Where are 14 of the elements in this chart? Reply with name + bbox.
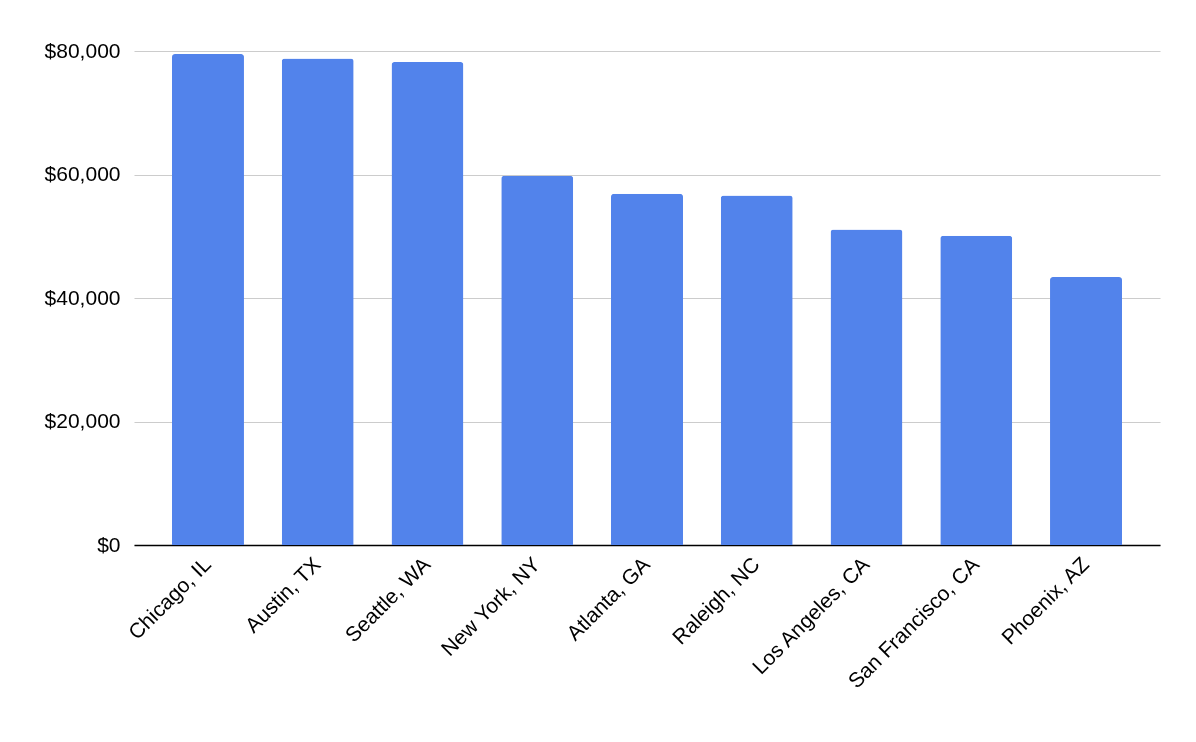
- bar: [940, 235, 1013, 545]
- bar: [830, 229, 903, 545]
- bar: [720, 195, 793, 545]
- bar: [1050, 277, 1123, 545]
- y-tick-label: $0: [97, 532, 121, 556]
- bar: [611, 193, 683, 545]
- y-tick-label: $20,000: [44, 409, 121, 432]
- y-tick-label: $60,000: [44, 162, 121, 185]
- bar: [281, 58, 354, 545]
- bar: [171, 54, 244, 545]
- bar: [501, 175, 574, 545]
- y-tick-label: $40,000: [44, 285, 121, 309]
- y-tick-label: $80,000: [44, 38, 121, 62]
- bar: [391, 62, 464, 545]
